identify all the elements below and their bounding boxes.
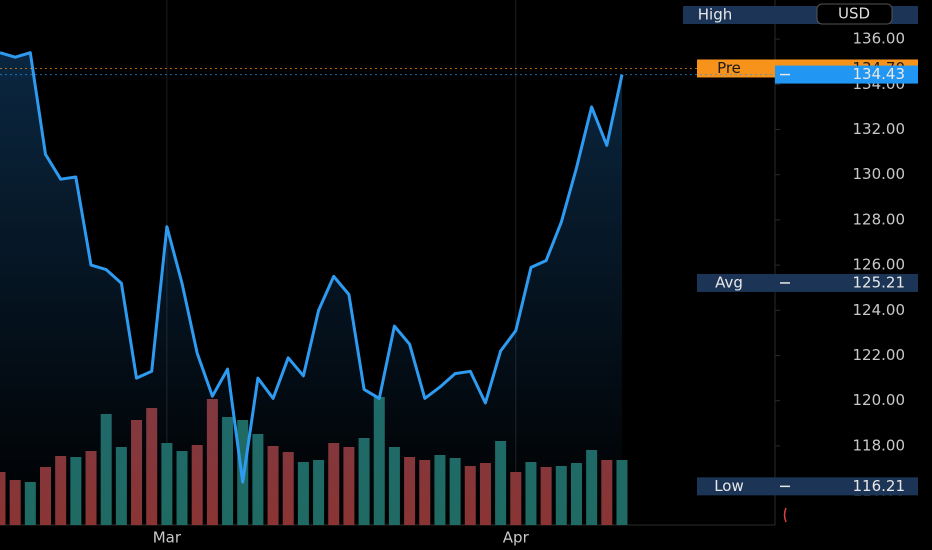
marker-value: 134.43 <box>853 65 906 83</box>
y-tick-label: 118.00 <box>853 436 906 454</box>
y-tick-label: 132.00 <box>853 120 906 138</box>
marker-value: 125.21 <box>853 273 906 291</box>
price-marker <box>697 273 918 292</box>
currency-label: USD <box>838 5 870 23</box>
x-tick-label: Apr <box>503 529 530 547</box>
y-tick-label: 126.00 <box>853 256 906 274</box>
price-line <box>0 51 624 484</box>
y-tick-label: 124.00 <box>853 301 906 319</box>
y-tick-label: 130.00 <box>853 165 906 183</box>
y-tick-label: 128.00 <box>853 210 906 228</box>
y-tick-label: 136.00 <box>853 30 906 48</box>
price-marker <box>775 65 918 84</box>
price-marker <box>697 477 918 496</box>
marker-label: Low <box>714 477 744 495</box>
x-tick-label: Mar <box>153 529 182 547</box>
marker-label: Pre <box>717 59 741 77</box>
marker-value: 116.21 <box>853 477 906 495</box>
marker-label: High <box>698 6 732 24</box>
price-area <box>0 52 622 525</box>
marker-label: Avg <box>715 273 743 291</box>
y-tick-label: 120.00 <box>853 391 906 409</box>
indicator-arc <box>783 507 787 523</box>
y-tick-label: 122.00 <box>853 346 906 364</box>
currency-button[interactable] <box>816 3 893 25</box>
